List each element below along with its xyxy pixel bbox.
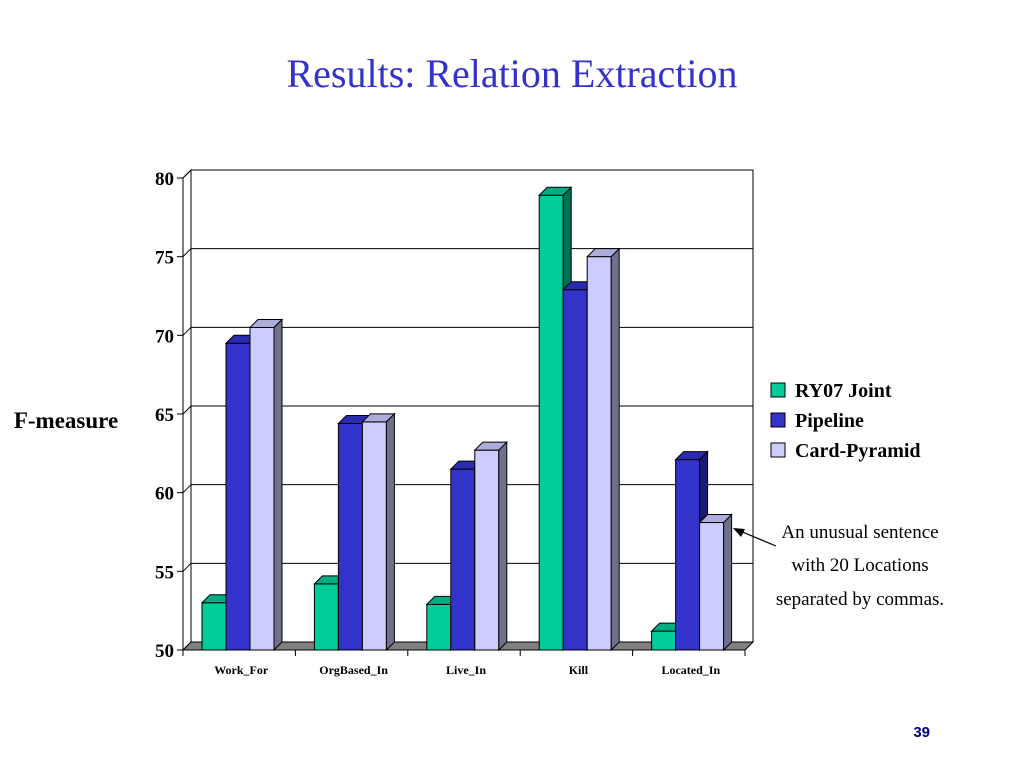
bar-side bbox=[498, 440, 508, 652]
bar-ry07-joint-live-in bbox=[426, 603, 452, 651]
y-tick-label: 60 bbox=[155, 484, 174, 505]
bar-ry07-joint-orgbased-in bbox=[313, 583, 339, 651]
bar-pipeline-work-for bbox=[225, 342, 251, 651]
bar-card-pyramid-kill bbox=[586, 256, 612, 651]
gridline-side bbox=[182, 169, 192, 179]
bar-ry07-joint-kill bbox=[538, 194, 564, 651]
x-tick-label: Live_In bbox=[446, 663, 486, 677]
x-tick-label: Located_In bbox=[661, 663, 720, 677]
y-tick-label: 75 bbox=[155, 248, 174, 269]
bar-pipeline-orgbased-in bbox=[337, 422, 363, 651]
gridline-side bbox=[182, 562, 192, 572]
y-tick-label: 55 bbox=[155, 562, 174, 583]
y-axis-label: F-measure bbox=[14, 408, 118, 433]
bar-side bbox=[273, 318, 283, 652]
x-tick-label: OrgBased_In bbox=[319, 663, 388, 677]
legend-label: Card-Pyramid bbox=[795, 440, 921, 462]
y-tick-label: 70 bbox=[155, 326, 174, 347]
annotation-line-1: An unusual sentence bbox=[781, 522, 939, 543]
gridline-side bbox=[182, 484, 192, 494]
gridline-side bbox=[182, 326, 192, 336]
bar-card-pyramid-located-in bbox=[699, 522, 725, 651]
y-tick-label: 80 bbox=[155, 169, 174, 190]
annotation-line-3: separated by commas. bbox=[775, 589, 945, 610]
gridline-side bbox=[182, 405, 192, 415]
legend-label: Pipeline bbox=[795, 410, 864, 432]
bar-side bbox=[610, 247, 620, 652]
bar-card-pyramid-orgbased-in bbox=[361, 421, 387, 651]
y-tick-label: 65 bbox=[155, 405, 174, 426]
legend-swatch bbox=[770, 442, 786, 458]
bar-pipeline-live-in bbox=[450, 468, 476, 651]
annotation-arrowhead bbox=[733, 528, 745, 537]
bar-pipeline-kill bbox=[562, 289, 588, 651]
bar-ry07-joint-work-for bbox=[201, 602, 227, 651]
y-tick-label: 50 bbox=[155, 641, 174, 662]
page-number: 39 bbox=[913, 724, 930, 741]
annotation-arrow bbox=[739, 530, 777, 547]
x-tick-label: Kill bbox=[569, 663, 589, 677]
bar-card-pyramid-work-for bbox=[249, 326, 275, 651]
slide-title: Results: Relation Extraction bbox=[286, 51, 738, 96]
bar-side bbox=[385, 412, 395, 652]
bar-pipeline-located-in bbox=[675, 459, 701, 651]
legend-swatch bbox=[770, 412, 786, 428]
legend-swatch bbox=[770, 382, 786, 398]
gridline-side bbox=[182, 248, 192, 258]
x-tick-label: Work_For bbox=[214, 663, 269, 677]
bar-side bbox=[723, 513, 733, 652]
bar-ry07-joint-located-in bbox=[651, 630, 677, 651]
bar-card-pyramid-live-in bbox=[474, 449, 500, 651]
annotation-line-2: with 20 Locations bbox=[791, 555, 929, 576]
legend-label: RY07 Joint bbox=[795, 380, 892, 402]
